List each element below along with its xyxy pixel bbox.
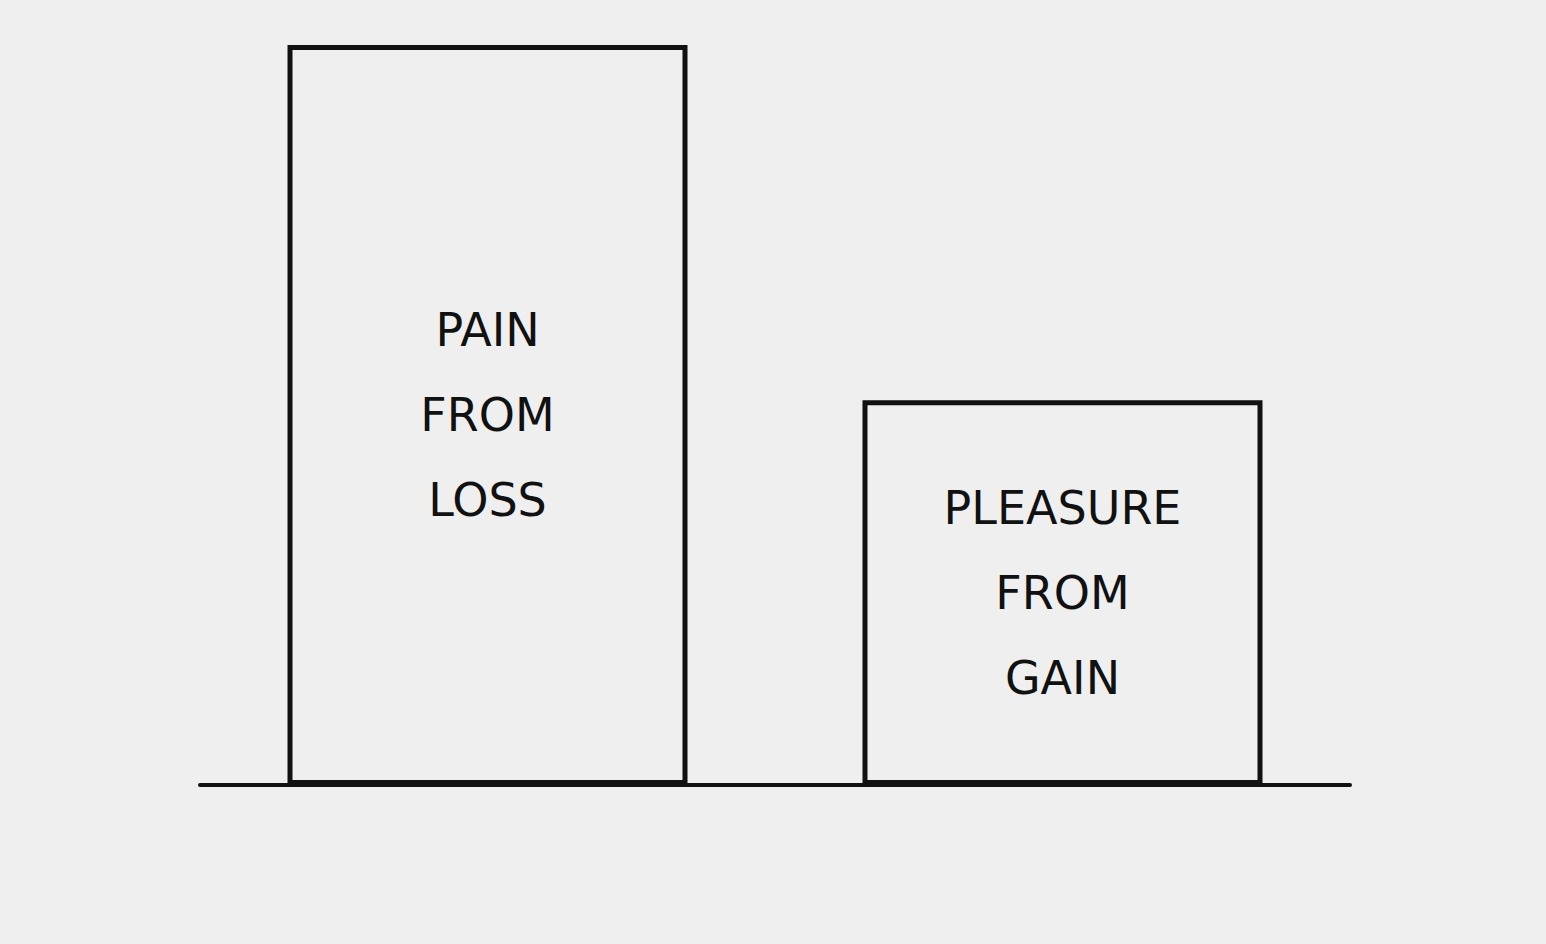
svg-text:GAIN: GAIN xyxy=(1005,651,1120,705)
svg-text:FROM: FROM xyxy=(420,388,554,442)
svg-text:PAIN: PAIN xyxy=(435,303,539,357)
svg-text:PLEASURE: PLEASURE xyxy=(944,481,1182,535)
svg-text:FROM: FROM xyxy=(995,566,1129,620)
svg-text:LOSS: LOSS xyxy=(428,473,547,527)
